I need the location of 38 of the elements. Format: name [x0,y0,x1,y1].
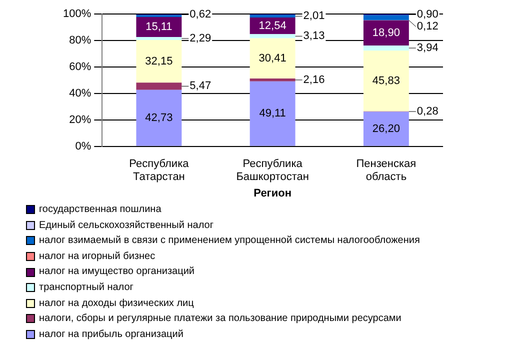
legend-label: налог взимаемый в связи с применением упрощенной системы налогообложения [39,234,420,248]
data-label: 45,83 [372,75,400,88]
x-tick-label: Республика Башкортостан [236,158,309,184]
y-tick-label: 20% [69,114,92,126]
data-label: 32,15 [145,55,173,68]
data-label: 49,11 [259,108,286,120]
data-label: 18,90 [372,26,400,39]
y-tick-label: 100% [62,8,92,20]
legend-label: налог на доходы физических лиц [39,296,194,311]
legend-label: транспортный налог [39,280,134,295]
data-label: 42,73 [145,112,173,124]
data-label: 2,16 [303,74,325,86]
data-label: 30,41 [258,52,286,64]
data-label: 26,20 [372,122,400,135]
legend-label: государственная пошлина [39,203,162,217]
legend-label: налоги, сборы и регулярные платежи за пользование природными ресурсами [39,312,402,326]
data-label: 2,29 [190,32,212,45]
data-label: 3,13 [303,30,325,42]
data-label: 0,12 [416,20,438,33]
data-label: 3,94 [416,42,438,54]
legend-label: налог на игорный бизнес [39,250,156,264]
y-tick-label: 80% [69,34,92,47]
data-label: 0,90 [416,8,438,21]
x-axis-title: Регион [254,187,292,200]
data-label: 15,11 [146,21,172,34]
x-tick-label: Республика Татарстан [129,158,190,184]
legend-label: Единый сельскохозяйственный налог [39,218,214,233]
x-tick-label: Пензенская область [356,158,416,184]
legend-label: налог на имущество организаций [39,265,195,280]
data-label: 0,62 [190,8,212,21]
data-label: 12,54 [258,20,286,32]
y-tick-label: 40% [69,87,92,100]
y-tick-label: 0% [75,140,92,152]
legend-label: налог на прибыль организаций [39,328,184,342]
data-label: 5,47 [190,80,212,92]
y-tick-label: 60% [69,60,92,73]
data-label: 0,28 [416,106,438,118]
data-label: 2,01 [303,10,325,22]
